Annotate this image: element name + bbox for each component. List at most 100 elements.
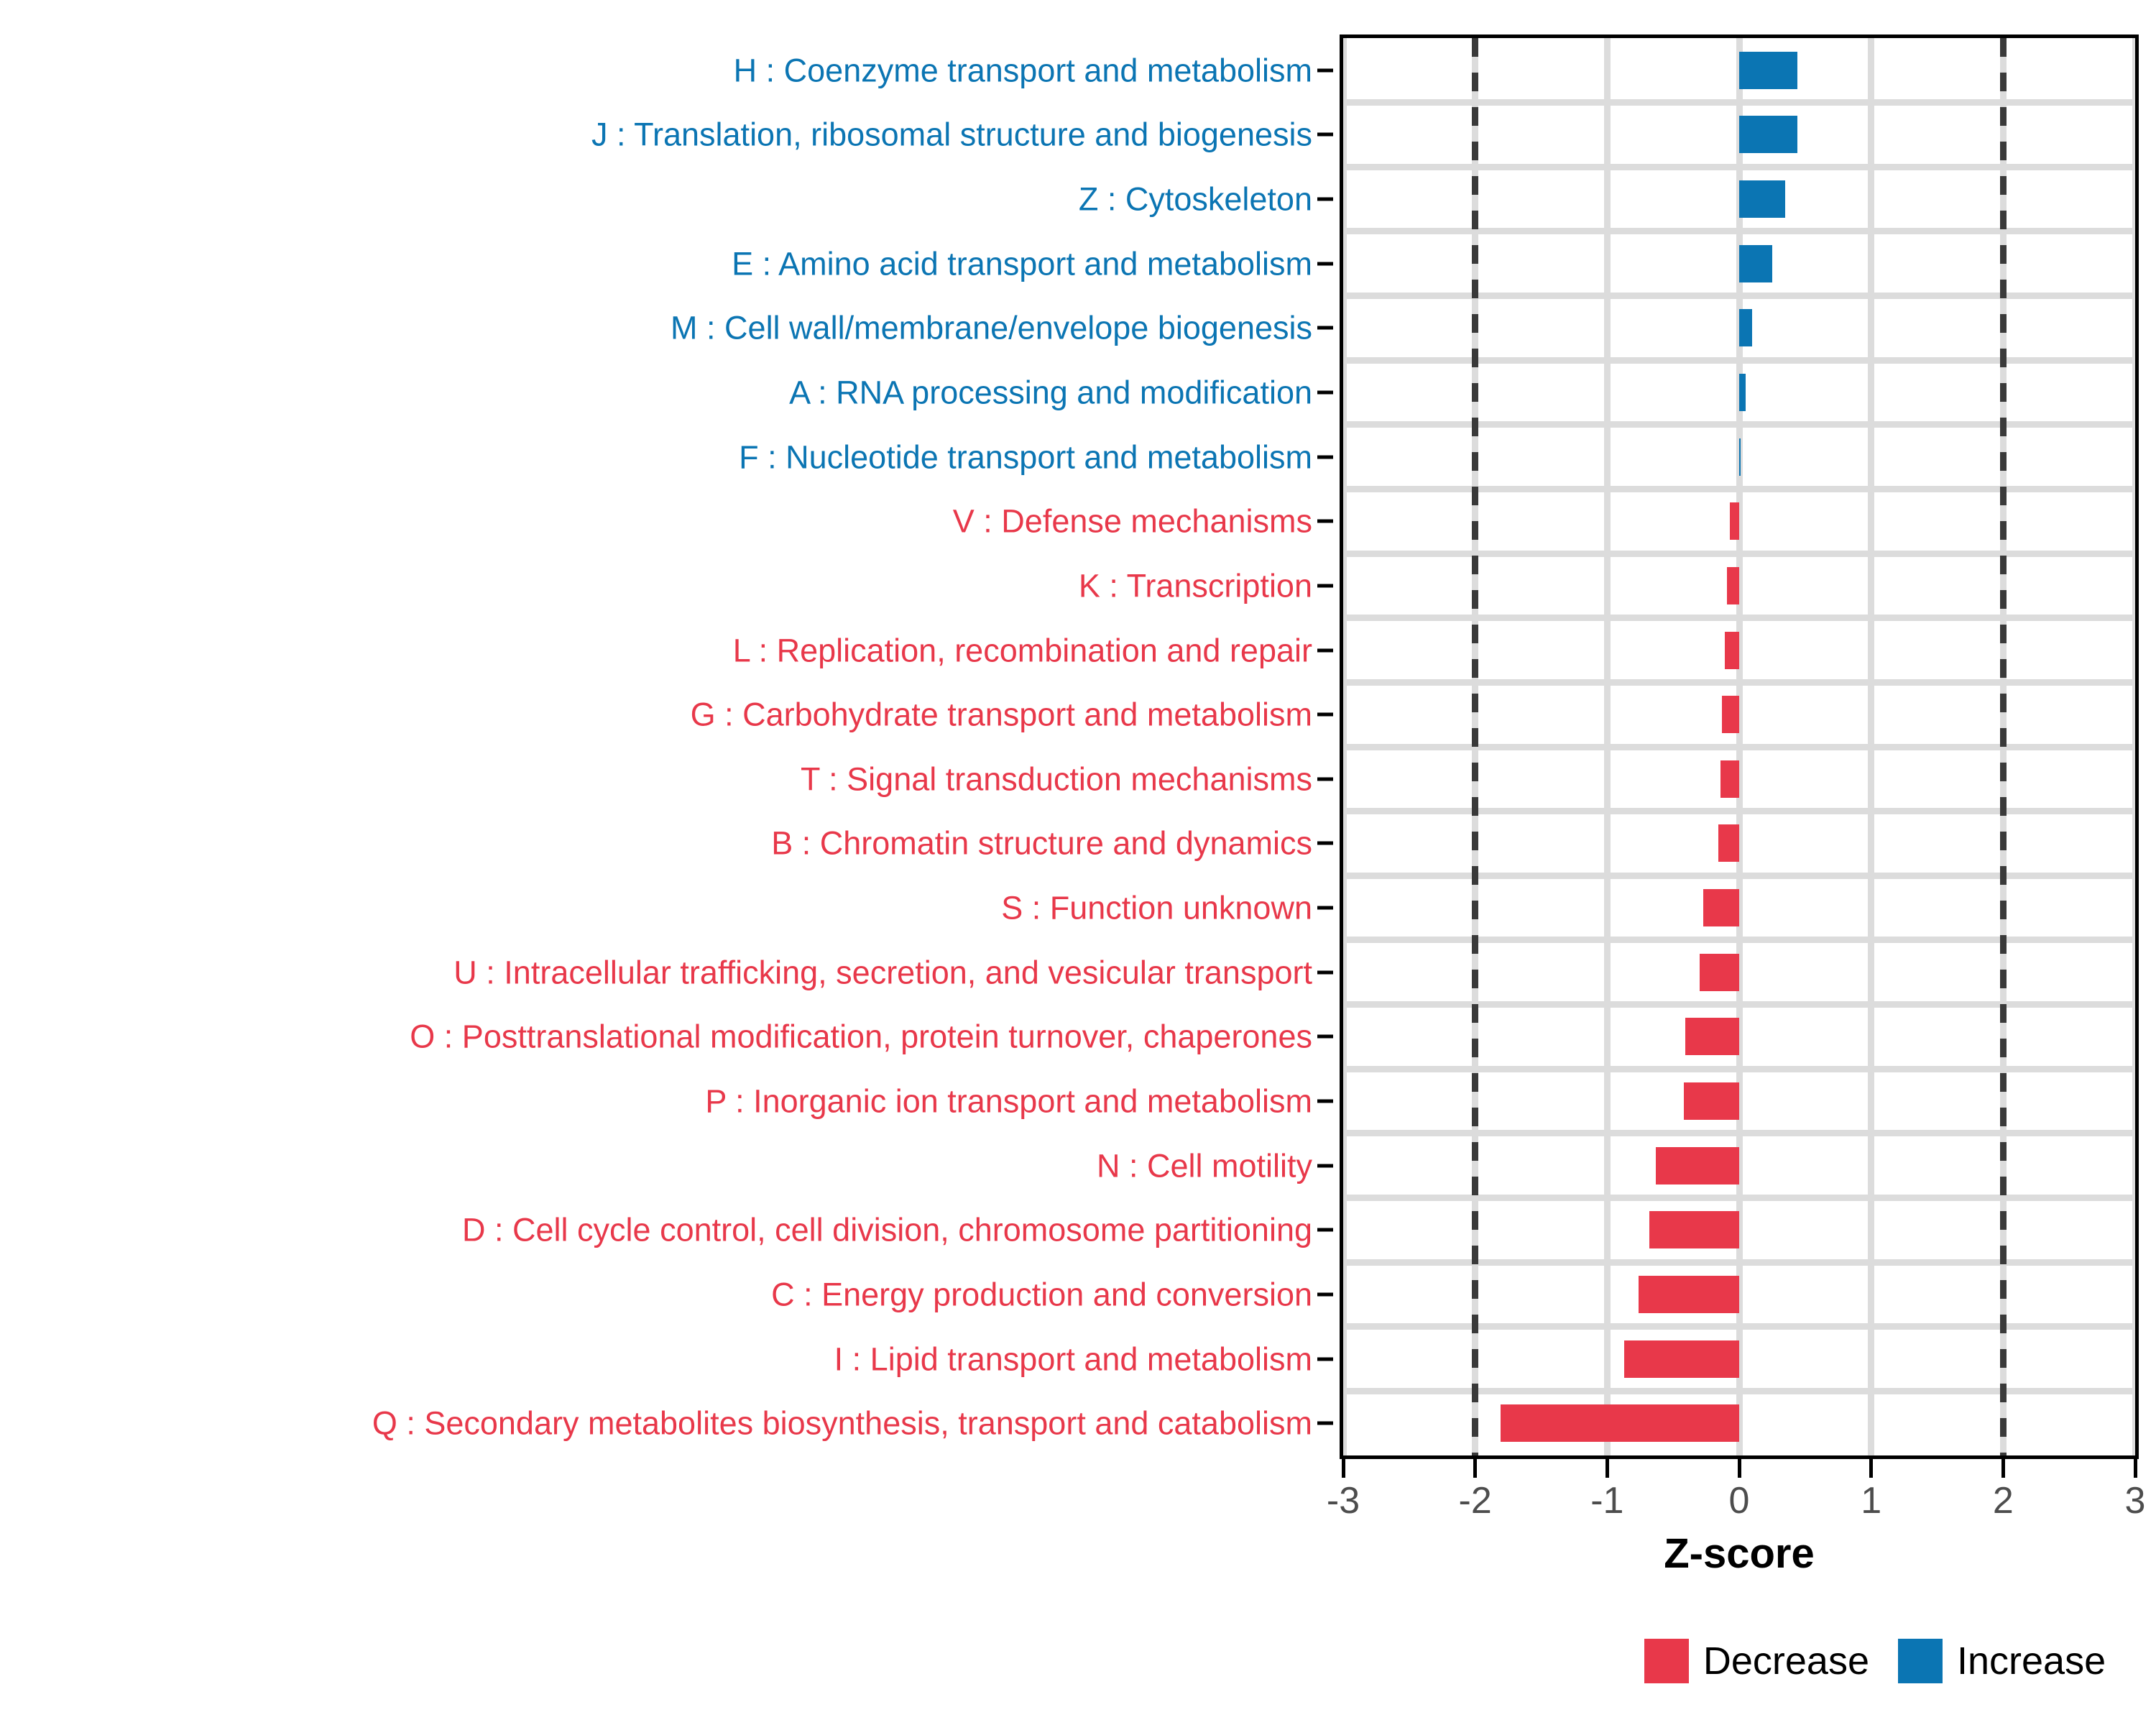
y-gridline bbox=[1343, 1001, 2135, 1008]
x-axis-tick bbox=[1473, 1459, 1478, 1478]
y-axis-category-label: I : Lipid transport and metabolism bbox=[834, 1340, 1312, 1378]
y-gridline bbox=[1343, 228, 2135, 235]
y-axis-tick bbox=[1317, 1034, 1333, 1039]
bar bbox=[1722, 696, 1739, 734]
x-axis-title: Z-score bbox=[1664, 1530, 1815, 1577]
plot-panel bbox=[1340, 34, 2139, 1459]
y-axis-tick bbox=[1317, 1292, 1333, 1297]
reference-line bbox=[1472, 38, 1479, 1455]
y-gridline bbox=[1343, 1323, 2135, 1330]
bar bbox=[1739, 438, 1741, 476]
bar bbox=[1649, 1211, 1739, 1249]
bar bbox=[1699, 953, 1739, 991]
y-axis-tick bbox=[1317, 455, 1333, 459]
x-axis-tick-label: -1 bbox=[1590, 1480, 1624, 1522]
legend-item-label: Decrease bbox=[1703, 1639, 1869, 1683]
y-axis-tick bbox=[1317, 584, 1333, 588]
y-gridline bbox=[1343, 808, 2135, 815]
y-axis-tick bbox=[1317, 1099, 1333, 1103]
x-axis-tick-label: 2 bbox=[1992, 1480, 2014, 1522]
reference-line bbox=[1999, 38, 2007, 1455]
plot-panel-inner bbox=[1343, 38, 2135, 1455]
y-axis-category-label: N : Cell motility bbox=[1096, 1147, 1312, 1184]
legend: Decrease Increase bbox=[1340, 1639, 2156, 1683]
y-axis-tick bbox=[1317, 1164, 1333, 1168]
y-axis-category-label: K : Transcription bbox=[1078, 567, 1312, 604]
x-axis-tick bbox=[1605, 1459, 1609, 1478]
y-axis-tick bbox=[1317, 326, 1333, 330]
y-gridline bbox=[1343, 1065, 2135, 1072]
y-gridline bbox=[1343, 615, 2135, 622]
bar bbox=[1730, 502, 1739, 540]
y-axis-tick bbox=[1317, 68, 1333, 73]
y-gridline bbox=[1343, 937, 2135, 944]
y-axis-tick bbox=[1317, 132, 1333, 137]
y-gridline bbox=[1343, 550, 2135, 557]
bar bbox=[1739, 374, 1746, 411]
y-axis-category-label: G : Carbohydrate transport and metabolis… bbox=[690, 696, 1312, 733]
y-axis-category-label: Q : Secondary metabolites biosynthesis, … bbox=[372, 1404, 1312, 1442]
y-axis-category-label: L : Replication, recombination and repai… bbox=[732, 632, 1312, 669]
y-gridline bbox=[1343, 356, 2135, 364]
y-axis-category-label: F : Nucleotide transport and metabolism bbox=[739, 438, 1312, 476]
x-axis-tick-label: -2 bbox=[1458, 1480, 1492, 1522]
y-axis-category-label: D : Cell cycle control, cell division, c… bbox=[462, 1211, 1312, 1248]
y-gridline bbox=[1343, 163, 2135, 170]
y-axis-category-label: B : Chromatin structure and dynamics bbox=[771, 824, 1312, 862]
bar bbox=[1683, 1082, 1739, 1120]
y-gridline bbox=[1343, 872, 2135, 879]
x-axis-tick bbox=[1737, 1459, 1741, 1478]
y-axis-category-label: H : Coenzyme transport and metabolism bbox=[733, 52, 1312, 89]
y-gridline bbox=[1343, 678, 2135, 686]
y-axis-category-label: J : Translation, ribosomal structure and… bbox=[591, 116, 1312, 153]
y-axis-category-label: A : RNA processing and modification bbox=[789, 374, 1312, 411]
y-axis-tick bbox=[1317, 970, 1333, 975]
bar bbox=[1739, 51, 1797, 89]
y-axis-category-label: S : Function unknown bbox=[1001, 889, 1312, 926]
bar bbox=[1739, 244, 1772, 282]
y-axis-tick bbox=[1317, 906, 1333, 910]
x-axis: -3 -2 -1 0 1 2 3 bbox=[1327, 1459, 2145, 1560]
y-axis-tick bbox=[1317, 197, 1333, 201]
legend-swatch-icon bbox=[1644, 1639, 1689, 1683]
bar bbox=[1739, 180, 1786, 218]
x-axis-tick-label: 0 bbox=[1728, 1480, 1750, 1522]
y-axis-category-label: E : Amino acid transport and metabolism bbox=[732, 245, 1312, 282]
y-gridline bbox=[1343, 485, 2135, 492]
x-axis-tick bbox=[2001, 1459, 2005, 1478]
y-axis-tick bbox=[1317, 519, 1333, 523]
y-axis-category-label: P : Inorganic ion transport and metaboli… bbox=[705, 1082, 1312, 1120]
legend-item[interactable]: Increase bbox=[1897, 1639, 2106, 1683]
bar bbox=[1739, 309, 1753, 347]
bar bbox=[1500, 1404, 1739, 1443]
x-axis-tick-label: 1 bbox=[1861, 1480, 1882, 1522]
y-axis-category-labels: H : Coenzyme transport and metabolism J :… bbox=[0, 34, 1333, 1459]
legend-swatch-icon bbox=[1897, 1639, 1943, 1683]
y-axis-category-label: U : Intracellular trafficking, secretion… bbox=[453, 954, 1312, 991]
y-gridline bbox=[1343, 293, 2135, 300]
y-axis-tick bbox=[1317, 1421, 1333, 1425]
y-axis-category-label: C : Energy production and conversion bbox=[771, 1276, 1312, 1313]
bar bbox=[1703, 889, 1739, 927]
x-axis-tick bbox=[2133, 1459, 2137, 1478]
y-gridline bbox=[1343, 1259, 2135, 1266]
y-gridline bbox=[1343, 1130, 2135, 1137]
y-axis-tick bbox=[1317, 712, 1333, 717]
y-axis-tick bbox=[1317, 841, 1333, 845]
x-axis-tick bbox=[1869, 1459, 1874, 1478]
y-gridline bbox=[1343, 1194, 2135, 1201]
bar bbox=[1624, 1340, 1739, 1378]
y-axis-category-label: O : Posttranslational modification, prot… bbox=[410, 1018, 1312, 1055]
y-gridline bbox=[1343, 1387, 2135, 1394]
y-axis-category-label: M : Cell wall/membrane/envelope biogenes… bbox=[671, 309, 1312, 346]
x-axis-tick bbox=[1341, 1459, 1345, 1478]
y-axis-category-label: T : Signal transduction mechanisms bbox=[800, 760, 1312, 798]
y-axis-category-label: V : Defense mechanisms bbox=[952, 502, 1312, 540]
x-axis-tick-label: 3 bbox=[2124, 1480, 2146, 1522]
legend-item[interactable]: Decrease bbox=[1644, 1639, 1869, 1683]
y-axis-tick bbox=[1317, 648, 1333, 653]
bar bbox=[1718, 824, 1739, 862]
y-axis-tick bbox=[1317, 1357, 1333, 1361]
y-axis-tick bbox=[1317, 262, 1333, 266]
